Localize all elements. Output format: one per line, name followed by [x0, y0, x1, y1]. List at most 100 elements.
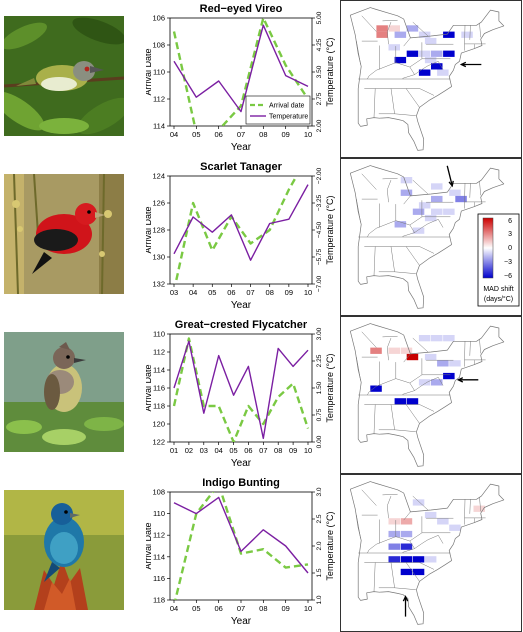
x-tick-label: 10	[304, 288, 312, 297]
y-tick-label: 116	[153, 384, 165, 393]
y2-tick-label: 2.00	[316, 119, 323, 132]
x-tick-label: 08	[266, 288, 274, 297]
x-tick-label: 07	[237, 130, 245, 139]
mad-shift-colorbar: 6 3 0 −3 −6 MAD shift (days/°C)	[476, 212, 521, 308]
state-border	[405, 246, 420, 266]
x-tick-label: 04	[189, 288, 197, 297]
map-cell	[437, 360, 449, 367]
map-cell	[412, 227, 425, 234]
y-tick-label: 118	[153, 596, 165, 605]
state-border	[394, 271, 416, 274]
map-cell	[424, 56, 437, 64]
y2-axis-label: Temperature (°C)	[325, 353, 335, 422]
y-tick-label: 110	[153, 68, 165, 77]
map-cell	[437, 69, 449, 76]
x-tick-label: 10	[304, 604, 312, 613]
x-tick-label: 08	[274, 446, 282, 455]
chart-legend	[245, 95, 311, 125]
x-axis-label: Year	[231, 300, 252, 311]
state-border	[403, 37, 411, 47]
state-border	[364, 562, 435, 570]
y-tick-label: 116	[153, 574, 165, 583]
state-border	[421, 516, 451, 534]
map-outline	[349, 481, 505, 625]
map-cell	[388, 25, 400, 32]
state-border	[412, 179, 429, 195]
map-cell	[449, 360, 461, 367]
map-cell	[406, 398, 419, 405]
map-cell	[437, 518, 449, 525]
state-border	[387, 496, 392, 519]
colorbar-tick: −6	[504, 273, 512, 280]
map-cell	[388, 530, 400, 538]
state-border	[382, 19, 398, 22]
state-border	[361, 331, 377, 348]
state-border	[361, 489, 377, 506]
x-tick-label: 04	[170, 604, 178, 613]
map-cell	[461, 31, 473, 38]
y2-tick-label: −5.75	[316, 248, 323, 265]
state-border	[373, 246, 376, 276]
y-tick-label: 114	[153, 552, 165, 561]
y2-tick-label: 3.0	[316, 487, 323, 496]
state-border	[409, 60, 444, 75]
map-cell	[455, 195, 467, 203]
map-cell	[473, 505, 485, 512]
x-tick-label: 09	[289, 446, 297, 455]
state-border	[403, 353, 411, 363]
colorbar-tick: −3	[504, 259, 512, 266]
state-border	[356, 41, 361, 65]
x-tick-label: 10	[304, 130, 312, 139]
map-cell	[431, 195, 443, 203]
map-cell	[370, 347, 382, 354]
map-cell	[418, 31, 431, 38]
map-scarlet-tanager	[340, 158, 522, 316]
y2-tick-label: 1.5	[316, 568, 323, 577]
x-tick-label: 06	[214, 604, 222, 613]
bird-photo-red-eyed-vireo	[4, 16, 124, 136]
state-border	[412, 337, 429, 353]
map-arrow-head	[448, 180, 454, 188]
map-cell	[400, 568, 413, 576]
colorbar-tick: 6	[508, 218, 512, 225]
y2-tick-label: 1.50	[316, 381, 323, 394]
map-cell	[418, 202, 431, 209]
series-line-arrival-date	[174, 176, 298, 284]
y-tick-label: 112	[153, 95, 165, 104]
panel-row-scarlet-tanager: Scarlet Tanager 03 04 05 06 07 08 09 10 Year 124 12…	[0, 158, 523, 316]
y-tick-label: 124	[152, 172, 165, 181]
y2-tick-label: −4.50	[316, 221, 323, 238]
x-tick-label: 05	[192, 604, 200, 613]
y2-tick-label: −2.00	[316, 167, 323, 184]
state-border	[403, 511, 411, 521]
bird-photo-scarlet-tanager	[4, 174, 124, 294]
map-cell	[400, 556, 413, 563]
state-border	[409, 534, 444, 549]
state-border	[361, 15, 377, 32]
x-tick-label: 03	[170, 288, 178, 297]
map-arrow-head	[459, 61, 467, 68]
map-cell	[443, 31, 455, 38]
y-tick-label: 110	[153, 330, 165, 339]
state-border	[364, 246, 435, 254]
map-red-eyed-vireo	[340, 0, 522, 158]
state-border	[387, 338, 392, 361]
map-cell	[388, 543, 400, 550]
legend-label-temperature: Temperature	[269, 114, 308, 121]
state-border	[361, 173, 377, 190]
y-tick-label: 112	[153, 531, 165, 540]
state-border	[367, 374, 423, 396]
y2-tick-label: −7.00	[316, 275, 323, 292]
chart-red-eyed-vireo: Red−eyed Vireo 04 05 06 07 08 09 10 Year 106 108 11…	[146, 3, 335, 153]
map-cell	[418, 50, 431, 57]
x-tick-label: 10	[304, 446, 312, 455]
x-tick-label: 06	[227, 288, 235, 297]
x-tick-label: 08	[259, 130, 267, 139]
y2-tick-label: 3.50	[316, 65, 323, 78]
map-cell	[412, 208, 425, 215]
map-cell	[431, 208, 443, 215]
y-tick-label: 112	[153, 348, 165, 357]
map-cell	[412, 556, 425, 563]
bird-photo-indigo-bunting	[4, 490, 124, 610]
map-cell	[412, 568, 425, 576]
